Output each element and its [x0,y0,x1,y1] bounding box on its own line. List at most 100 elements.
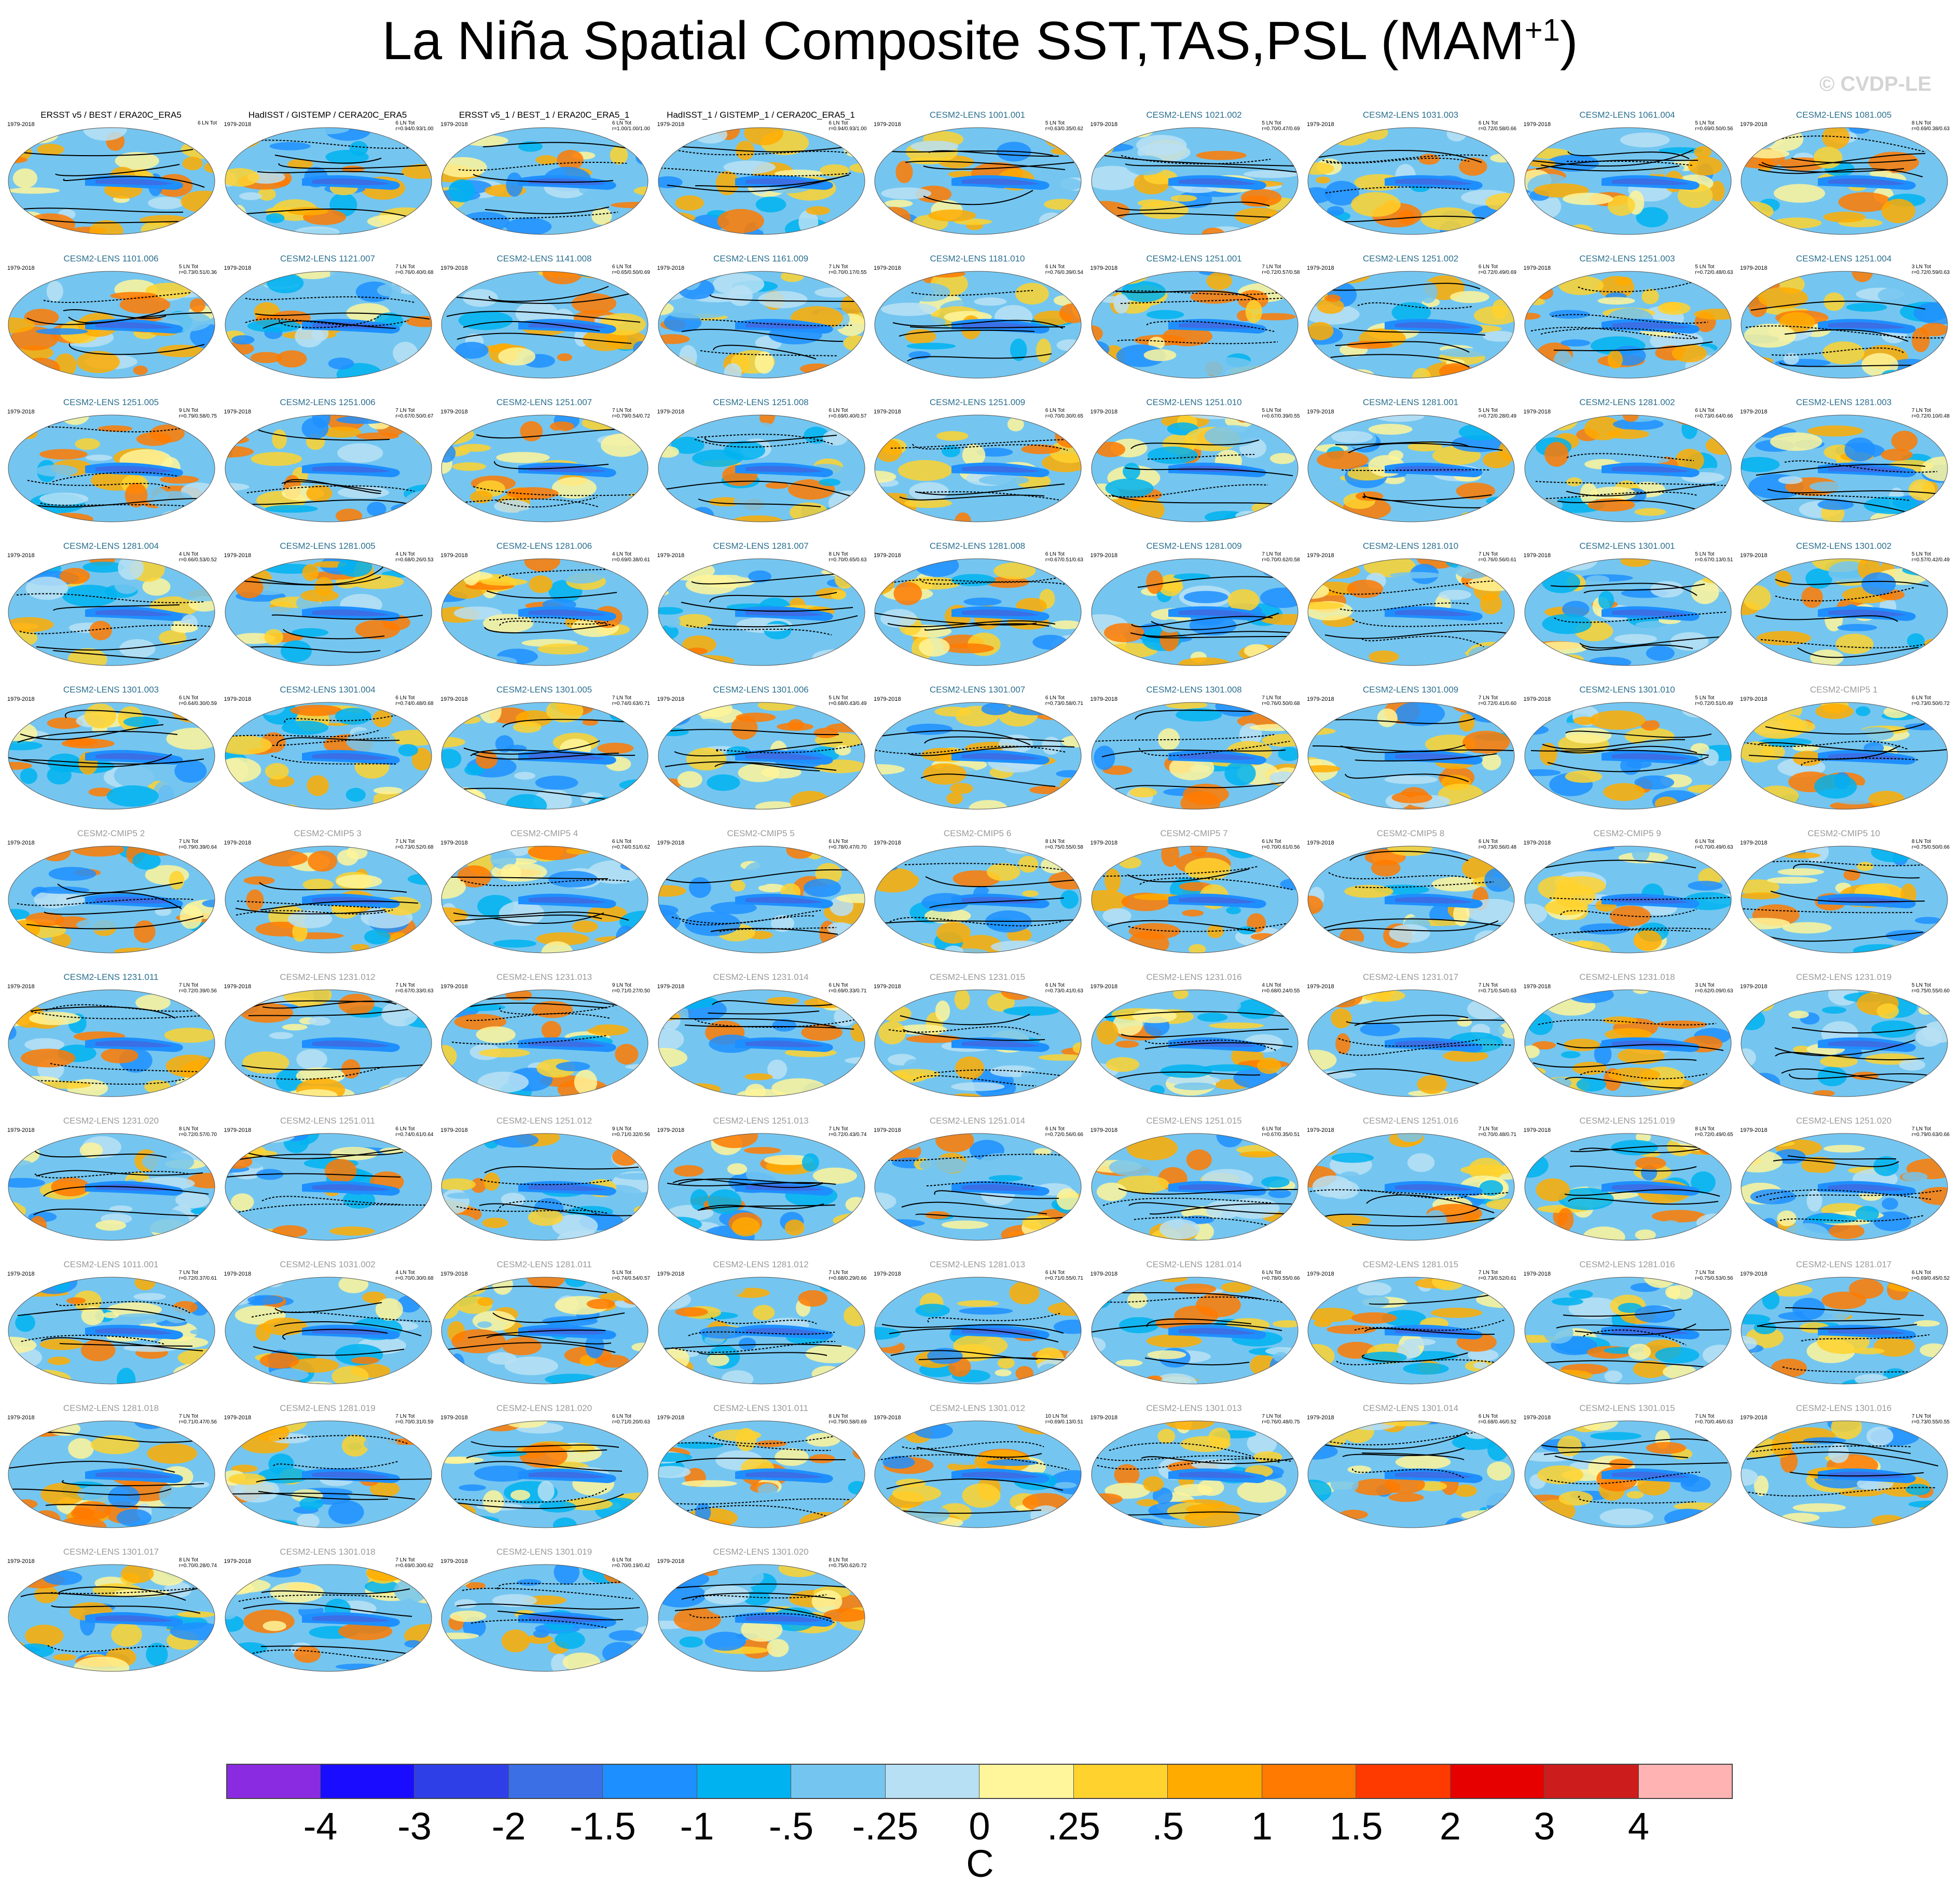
panel-years: 1979-2018 [874,552,901,559]
panel-title: CESM2-LENS 1301.015 [1579,1403,1675,1413]
panel-count: 6 LN Tot [1478,264,1498,270]
panel-title: CESM2-LENS 1281.014 [1146,1260,1242,1269]
panel-title: ERSST v5_1 / BEST_1 / ERA20C_ERA5_1 [459,110,630,120]
panel-map [8,271,215,379]
panel-title: CESM2-LENS 1231.016 [1146,972,1242,982]
panel-stats: 7 LN Tot r=0.74/0.63/0.71 [612,695,650,707]
panel-count: 8 LN Tot [1695,1126,1715,1132]
panel-stats: 7 LN Tot r=0.72/0.57/0.58 [1262,264,1300,275]
panel-count: 4 LN Tot [395,551,415,557]
panel-count: 5 LN Tot [1478,408,1498,413]
panel-title: CESM2-LENS 1251.010 [1146,397,1242,407]
panel-map [874,1420,1082,1528]
panel-count: 8 LN Tot [1911,839,1931,845]
panel-stats: 8 LN Tot r=0.72/0.49/0.65 [1695,1126,1733,1138]
panel-map [441,1564,648,1672]
panel-count: 6 LN Tot [1045,408,1065,413]
panel-title: CESM2-LENS 1251.007 [496,397,592,407]
panel-count: 6 LN Tot [612,120,631,126]
panel-stats: 5 LN Tot r=0.57/0.42/0.49 [1912,551,1950,563]
colorbar-box [1168,1764,1262,1799]
panel-correlation: r=0.70/0.65/0.63 [829,557,867,563]
panel-years: 1979-2018 [7,265,35,271]
panel-map [1091,127,1298,235]
panel-years: 1979-2018 [1523,696,1551,702]
panel-correlation: r=0.74/0.63/0.71 [612,701,650,707]
panel-correlation: r=0.71/0.32/0.56 [612,1132,650,1138]
panel-count: 6 LN Tot [1911,695,1931,701]
panel-stats: 6 LN Tot r=0.70/0.49/0.63 [1695,839,1733,850]
panel-correlation: r=0.70/0.28/0.74 [178,1563,217,1569]
panel-years: 1979-2018 [1740,409,1768,415]
composite-panel: CESM2-LENS 1301.008 1979-2018 7 LN Tot r=0.… [1087,684,1301,819]
panel-years: 1979-2018 [1090,1127,1118,1133]
panel-title: CESM2-LENS 1301.013 [1146,1403,1242,1413]
composite-panel: CESM2-LENS 1301.007 1979-2018 6 LN Tot r=0.… [871,684,1084,819]
panel-years: 1979-2018 [440,840,468,846]
panel-count: 3 LN Tot [1911,264,1931,270]
panel-correlation: r=0.76/0.56/0.61 [1478,557,1516,563]
composite-panel: CESM2-LENS 1251.010 1979-2018 5 LN Tot r=0.… [1087,396,1301,531]
panel-correlation: r=0.72/0.37/0.61 [178,1276,217,1281]
composite-panel: CESM2-LENS 1281.013 1979-2018 6 LN Tot r=0.… [871,1258,1084,1393]
panel-map [1524,558,1731,666]
panel-title: CESM2-LENS 1281.018 [63,1403,159,1413]
cvdp-watermark: © CVDP-LE [1819,73,1931,95]
composite-panel: CESM2-LENS 1101.006 1979-2018 5 LN Tot r=0.… [4,253,218,387]
panel-map [874,558,1082,666]
colorbar-label: -2 [491,1805,526,1848]
panel-count: 7 LN Tot [1262,264,1281,270]
panel-years: 1979-2018 [874,840,901,846]
composite-panel: CESM2-LENS 1251.003 1979-2018 5 LN Tot r=0.… [1521,253,1734,387]
composite-panel: CESM2-LENS 1031.003 1979-2018 6 LN Tot r=0.… [1304,109,1517,244]
panel-stats: 8 LN Tot r=0.72/0.57/0.70 [179,1126,217,1138]
panel-correlation: r=1.00/1.00/1.00 [612,126,650,132]
composite-panel: CESM2-LENS 1251.020 1979-2018 7 LN Tot r=0.… [1737,1115,1951,1250]
panel-map [1741,414,1948,522]
panel-stats: 5 LN Tot r=0.70/0.47/0.69 [1262,120,1300,132]
composite-panel: CESM2-LENS 1231.014 1979-2018 6 LN Tot r=0.… [654,971,868,1106]
composite-panel: CESM2-LENS 1281.003 1979-2018 7 LN Tot r=0.… [1737,396,1951,531]
panel-stats: 4 LN Tot r=0.69/0.38/0.61 [612,551,650,563]
panel-count: 8 LN Tot [1045,839,1065,845]
panel-title: CESM2-LENS 1301.016 [1796,1403,1892,1413]
panel-map [1307,271,1515,379]
panel-count: 6 LN Tot [1478,839,1498,845]
panel-title: CESM2-LENS 1281.005 [280,541,376,551]
panel-correlation: r=0.69/0.40/0.57 [829,413,867,419]
panel-count: 7 LN Tot [178,982,198,988]
panel-count: 4 LN Tot [612,551,631,557]
panel-correlation: r=0.72/0.43/0.74 [829,1132,867,1138]
panel-title: CESM2-LENS 1301.006 [713,685,809,695]
colorbar-box [320,1764,415,1799]
panel-stats: 7 LN Tot r=0.69/0.30/0.62 [395,1557,433,1569]
composite-panel: CESM2-LENS 1301.018 1979-2018 7 LN Tot r=0.… [221,1546,435,1681]
panel-map [225,1564,432,1672]
panel-stats: 7 LN Tot r=0.72/0.10/0.48 [1912,408,1950,419]
panel-map [225,1277,432,1385]
panel-title: CESM2-LENS 1281.008 [929,541,1026,551]
panel-title: CESM2-LENS 1281.006 [496,541,592,551]
panel-stats: 4 LN Tot r=0.68/0.24/0.55 [1262,982,1300,994]
panel-stats: 5 LN Tot r=0.63/0.35/0.62 [1045,120,1083,132]
panel-years: 1979-2018 [224,265,252,271]
panel-stats: 8 LN Tot r=0.69/0.38/0.63 [1912,120,1950,132]
panel-count: 6 LN Tot [1695,839,1715,845]
panel-map [1741,989,1948,1097]
composite-panel: CESM2-LENS 1251.007 1979-2018 7 LN Tot r=0.… [437,396,651,531]
panel-title: CESM2-LENS 1231.018 [1579,972,1675,982]
panel-count: 8 LN Tot [829,1557,848,1563]
panel-years: 1979-2018 [1740,696,1768,702]
panel-years: 1979-2018 [1307,121,1334,128]
panel-title: CESM2-LENS 1281.003 [1796,397,1892,407]
panel-years: 1979-2018 [440,121,468,128]
panel-years: 1979-2018 [224,552,252,559]
composite-panel: CESM2-LENS 1251.008 1979-2018 6 LN Tot r=0.… [654,396,868,531]
panel-years: 1979-2018 [874,265,901,271]
panel-stats: 5 LN Tot r=0.74/0.54/0.57 [612,1270,650,1281]
colorbar-label: -4 [303,1805,338,1848]
panel-stats: 3 LN Tot r=0.62/0.09/0.63 [1695,982,1733,994]
panel-years: 1979-2018 [1307,1127,1334,1133]
composite-panel: CESM2-LENS 1251.016 1979-2018 7 LN Tot r=0.… [1304,1115,1517,1250]
panel-correlation: r=0.70/0.19/0.42 [612,1563,650,1569]
